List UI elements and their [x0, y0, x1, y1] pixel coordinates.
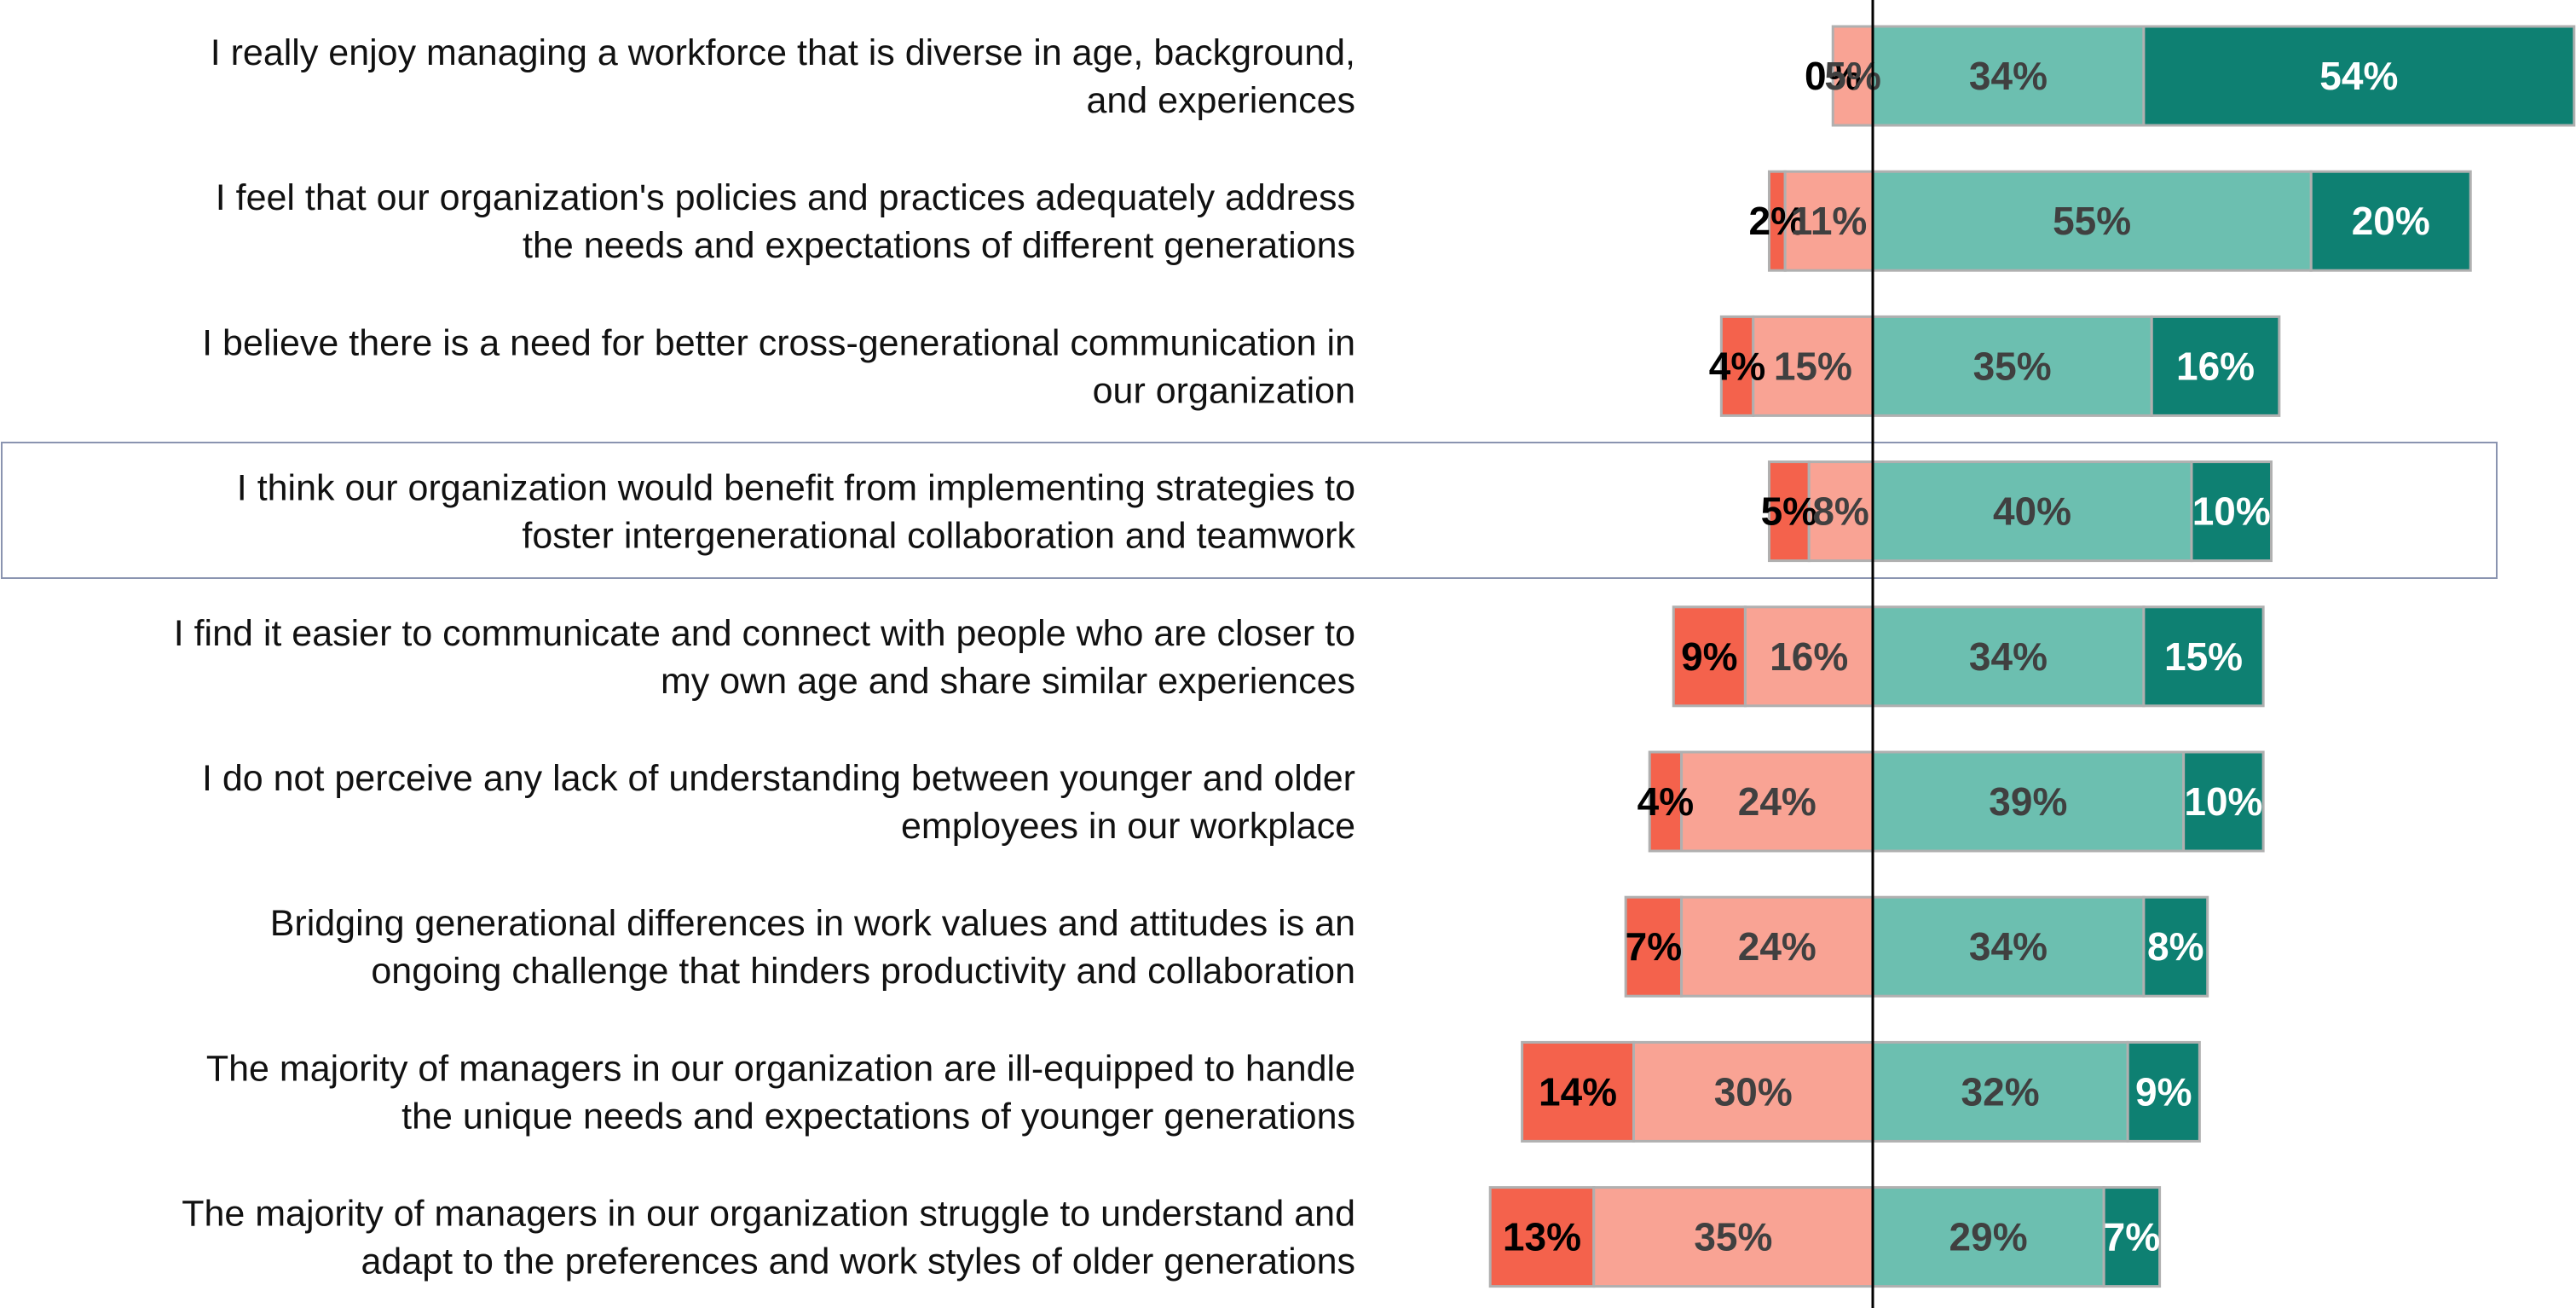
category-line: the unique needs and expectations of you… — [401, 1096, 1355, 1137]
category-line: I think our organization would benefit f… — [237, 468, 1355, 509]
category-label: I believe there is a need for better cro… — [202, 322, 1355, 411]
value-label: 7% — [2104, 1215, 2160, 1259]
category-label: The majority of managers in our organiza… — [182, 1194, 1355, 1282]
bar-segment — [2142, 605, 2265, 708]
value-label: 34% — [1969, 634, 2048, 679]
bar-segment — [1767, 460, 1811, 563]
category-line: I do not perceive any lack of understand… — [202, 758, 1355, 799]
category-line: our organization — [1093, 370, 1355, 411]
bar-segment — [2142, 895, 2209, 998]
value-label: 39% — [1989, 779, 2067, 824]
bar-segment — [1871, 315, 2153, 417]
category-line: adapt to the preferences and work styles… — [361, 1241, 1355, 1282]
value-label: 24% — [1738, 924, 1816, 969]
value-label: 15% — [2164, 634, 2243, 679]
category-label: I really enjoy managing a workforce that… — [211, 32, 1355, 121]
bar-segment — [1521, 1040, 1635, 1143]
bar-segment — [2142, 25, 2576, 127]
value-label: 14% — [1539, 1069, 1617, 1114]
category-label: I feel that our organization's policies … — [216, 177, 1355, 266]
category-line: I feel that our organization's policies … — [216, 177, 1355, 218]
bar-segment — [1648, 750, 1684, 853]
value-label: 32% — [1961, 1069, 2040, 1114]
value-label: 4% — [1709, 344, 1765, 388]
category-label: Bridging generational differences in wor… — [270, 903, 1355, 992]
bar-segment — [1807, 460, 1874, 563]
bar-segment — [1680, 895, 1874, 998]
category-line: The majority of managers in our organiza… — [182, 1194, 1355, 1235]
value-label: 9% — [2135, 1069, 2192, 1114]
category-line: employees in our workplace — [901, 806, 1355, 847]
bar-segment — [1831, 25, 1874, 127]
category-line: the needs and expectations of different … — [523, 225, 1355, 266]
bar-segment — [2309, 170, 2472, 272]
category-line: my own age and share similar experiences — [661, 661, 1355, 702]
bar-segment — [1672, 605, 1747, 708]
bar-segment — [1752, 315, 1874, 417]
category-label: I do not perceive any lack of understand… — [202, 758, 1355, 847]
category-line: foster intergenerational collaboration a… — [522, 516, 1355, 557]
bar-segment — [1871, 25, 2146, 127]
value-label: 10% — [2184, 779, 2262, 824]
bar-segment — [1743, 605, 1874, 708]
category-line: The majority of managers in our organiza… — [206, 1048, 1355, 1089]
value-label: 34% — [1969, 924, 2048, 969]
bar-segment — [1871, 460, 2193, 563]
bar-segment — [2190, 460, 2273, 563]
bar-segment — [2182, 750, 2265, 853]
bar-segment — [1680, 750, 1874, 853]
bar-segment — [2150, 315, 2281, 417]
value-label: 24% — [1738, 779, 1816, 824]
category-line: ongoing challenge that hinders productiv… — [371, 951, 1355, 992]
value-label: 35% — [1973, 344, 2052, 388]
value-label: 10% — [2192, 489, 2271, 534]
value-label: 16% — [1770, 634, 1848, 679]
bar-segment — [2102, 1186, 2162, 1288]
value-label: 2% — [1749, 199, 1805, 243]
category-line: I believe there is a need for better cro… — [202, 322, 1355, 363]
value-label: 40% — [1993, 489, 2071, 534]
value-label: 0% — [1805, 54, 1861, 98]
bar-segment — [1871, 1186, 2105, 1288]
value-label: 7% — [1626, 924, 1682, 969]
value-label: 30% — [1714, 1069, 1793, 1114]
value-label: 5% — [1761, 489, 1817, 534]
bar-segment — [1632, 1040, 1874, 1143]
bar-segment — [1871, 750, 2186, 853]
value-label: 16% — [2176, 344, 2255, 388]
value-label: 29% — [1949, 1215, 2028, 1259]
category-label: The majority of managers in our organiza… — [206, 1048, 1355, 1137]
category-line: I really enjoy managing a workforce that… — [211, 32, 1355, 73]
value-label: 11% — [1791, 199, 1868, 243]
value-label: 13% — [1503, 1215, 1581, 1259]
category-label: I think our organization would benefit f… — [237, 468, 1356, 557]
value-label: 9% — [1681, 634, 1737, 679]
value-label: 20% — [2352, 199, 2430, 243]
category-line: Bridging generational differences in wor… — [270, 903, 1355, 944]
value-label: 8% — [2147, 924, 2203, 969]
bar-segment — [1719, 315, 1755, 417]
bar-segment — [2126, 1040, 2201, 1143]
bar-segment — [1783, 170, 1874, 272]
category-line: and experiences — [1086, 80, 1355, 121]
value-label: 8% — [1812, 489, 1868, 534]
value-label: 34% — [1969, 54, 2048, 98]
value-label: 54% — [2319, 54, 2398, 98]
category-label: I find it easier to communicate and conn… — [174, 613, 1355, 702]
selection-box — [1, 442, 2498, 579]
value-label: 15% — [1774, 344, 1852, 388]
category-line: I find it easier to communicate and conn… — [174, 613, 1355, 654]
value-label: 55% — [2053, 199, 2131, 243]
value-label: 4% — [1637, 779, 1694, 824]
value-label: 35% — [1694, 1215, 1772, 1259]
